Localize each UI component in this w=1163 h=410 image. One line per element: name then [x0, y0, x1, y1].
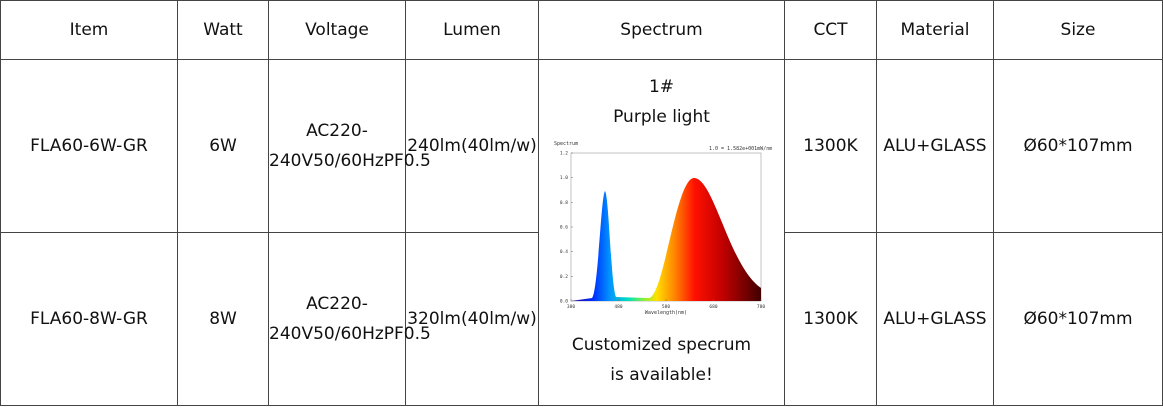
x-tick-label: 680: [709, 304, 717, 310]
y-tick-label: 0.0: [559, 299, 567, 305]
voltage-line: 50/60Hz: [313, 324, 384, 344]
voltage-line: AC220-240V: [269, 121, 368, 171]
lumen-line: (40lm/w): [460, 136, 537, 156]
material-cell: ALU+GLASS: [876, 232, 994, 406]
header-cell: Voltage: [268, 0, 406, 60]
voltage-cell: AC220-240V50/60HzPF0.5: [268, 232, 431, 406]
voltage-line: 50/60Hz: [313, 151, 384, 171]
x-tick-label: 580: [661, 304, 669, 310]
cct-cell: 1300K: [784, 59, 877, 233]
note-line: Customized specrum: [571, 335, 752, 355]
header-cell: Spectrum: [538, 0, 785, 60]
spectrum-image: Spectrum 1.0 = 1.582e+001mW/nm 0.0 0.2 0.4…: [554, 141, 772, 316]
y-tick-label: 0.2: [559, 274, 567, 280]
row: FLA60-8W-GR 8W AC220-240V50/60HzPF0.5 32…: [0, 232, 1163, 406]
y-tick-label: 0.4: [559, 249, 567, 255]
cct-cell: 1300K: [784, 232, 877, 406]
x-tick-label: 780: [756, 304, 764, 310]
watt-cell: 6W: [177, 59, 269, 233]
item-cell: FLA60-8W-GR: [0, 232, 178, 406]
size-cell: Ø60*107mm: [993, 59, 1163, 233]
y-tick-label: 1.0: [559, 175, 567, 181]
note-line: is available!: [610, 365, 713, 385]
spectrum-curve: [570, 178, 761, 301]
header-row: Item Watt Voltage Lumen Spectrum CCT Mat…: [0, 0, 1163, 60]
lumen-line: (40lm/w): [460, 309, 537, 329]
header-cell: Size: [993, 0, 1163, 60]
watt-cell: 8W: [177, 232, 269, 406]
header-cell: CCT: [784, 0, 877, 60]
header-cell: Item: [0, 0, 178, 60]
spectrum-line: Purple light: [613, 107, 710, 127]
scale-note: 1.0 = 1.582e+001mW/nm: [709, 146, 772, 152]
lumen-cell: 320lm(40lm/w): [405, 232, 539, 406]
x-axis-label: Wavelength(nm): [644, 310, 686, 316]
voltage-cell: AC220-240V50/60HzPF0.5: [268, 59, 431, 233]
header-cell: Lumen: [405, 0, 539, 60]
x-tick-label: 380: [566, 304, 574, 310]
x-tick-label: 480: [614, 304, 622, 310]
material-cell: ALU+GLASS: [876, 59, 994, 233]
spectrum-cell: 1# Purple light: [538, 59, 785, 406]
chart-title: Spectrum: [554, 141, 578, 147]
y-tick-label: 0.6: [559, 225, 567, 231]
voltage-line: AC220-240V: [269, 294, 368, 344]
row: FLA60-6W-GR 6W AC220-240V50/60HzPF0.5 24…: [0, 59, 1163, 406]
item-cell: FLA60-6W-GR: [0, 59, 178, 233]
header-cell: Material: [876, 0, 994, 60]
header-cell: Watt: [177, 0, 269, 60]
y-tick-label: 1.2: [559, 151, 567, 157]
y-tick-label: 0.8: [559, 200, 567, 206]
lumen-line: 320lm: [407, 309, 461, 329]
lumen-line: 240lm: [407, 136, 461, 156]
size-cell: Ø60*107mm: [993, 232, 1163, 406]
lumen-cell: 240lm(40lm/w): [405, 59, 539, 233]
spectrum-line: 1#: [648, 77, 675, 97]
